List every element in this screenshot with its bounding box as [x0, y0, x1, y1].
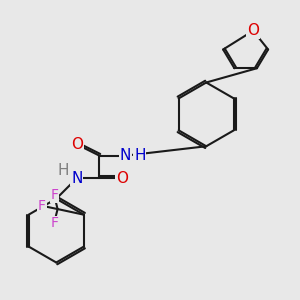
- Text: N: N: [71, 171, 82, 186]
- Text: H: H: [58, 163, 70, 178]
- Text: F: F: [51, 216, 58, 230]
- Text: H: H: [134, 148, 146, 163]
- Text: F: F: [51, 188, 58, 202]
- Text: O: O: [247, 23, 259, 38]
- Text: F: F: [38, 199, 46, 213]
- Text: N: N: [120, 148, 131, 163]
- Text: O: O: [116, 171, 128, 186]
- Text: O: O: [71, 137, 83, 152]
